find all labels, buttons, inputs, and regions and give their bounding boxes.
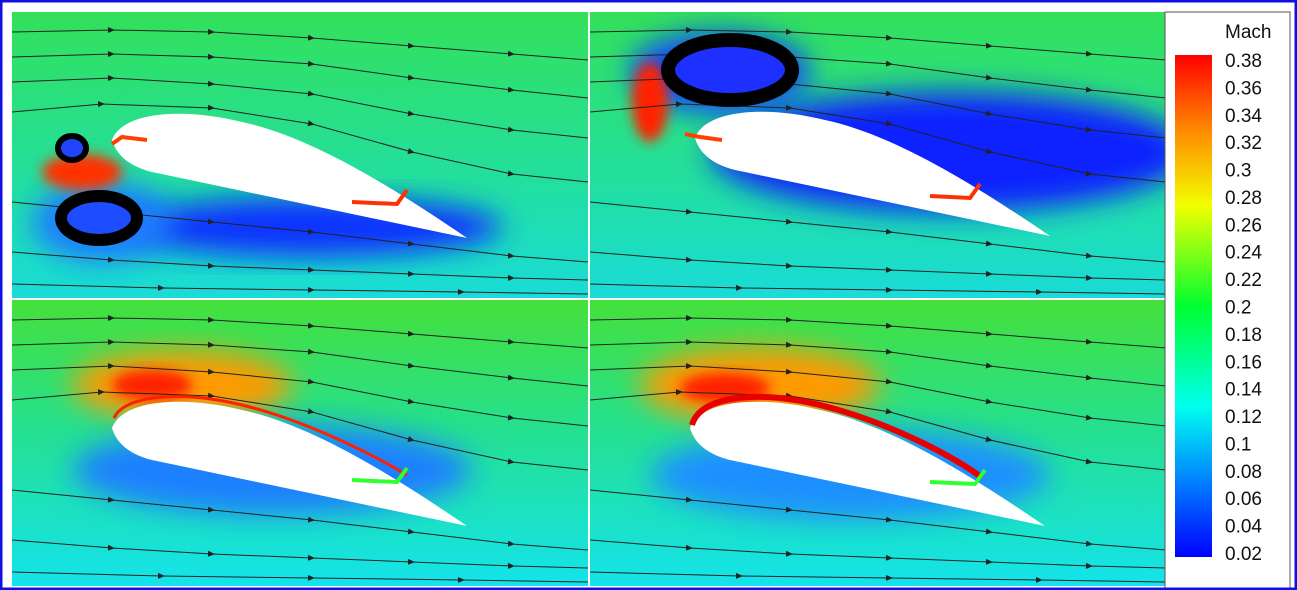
colorbar-tick-label: 0.04 [1225, 517, 1262, 538]
colorbar-tick-label: 0.22 [1225, 270, 1262, 291]
colorbar-tick-label: 0.02 [1225, 544, 1262, 565]
colorbar-tick-label: 0.2 [1225, 298, 1251, 319]
colorbar-tick-label: 0.12 [1225, 407, 1262, 428]
colorbar-tick-label: 0.38 [1225, 51, 1262, 72]
colorbar-tick-label: 0.32 [1225, 133, 1262, 154]
colorbar-tick-label: 0.24 [1225, 243, 1262, 264]
colorbar-tick-label: 0.08 [1225, 462, 1262, 483]
colorbar-title: Mach [1225, 22, 1271, 43]
colorbar-tick-label: 0.36 [1225, 78, 1262, 99]
flow-panel [12, 12, 588, 298]
colorbar-tick-label: 0.26 [1225, 215, 1262, 236]
colorbar [1175, 55, 1212, 557]
colorbar-tick-label: 0.34 [1225, 106, 1262, 127]
colorbar-tick-label: 0.3 [1225, 161, 1251, 182]
colorbar-tick-label: 0.1 [1225, 434, 1251, 455]
colorbar-tick-label: 0.14 [1225, 380, 1262, 401]
colorbar-tick-label: 0.06 [1225, 489, 1262, 510]
flow-panel [590, 300, 1166, 586]
flow-panel [590, 12, 1190, 298]
colorbar-tick-label: 0.28 [1225, 188, 1262, 209]
colorbar-tick-label: 0.16 [1225, 352, 1262, 373]
flow-panel [12, 300, 588, 586]
figure: Mach 0.38 0.36 0.34 0.32 0.3 0.28 0.26 0.24 0.22… [0, 0, 1297, 590]
colorbar-tick-label: 0.18 [1225, 325, 1262, 346]
